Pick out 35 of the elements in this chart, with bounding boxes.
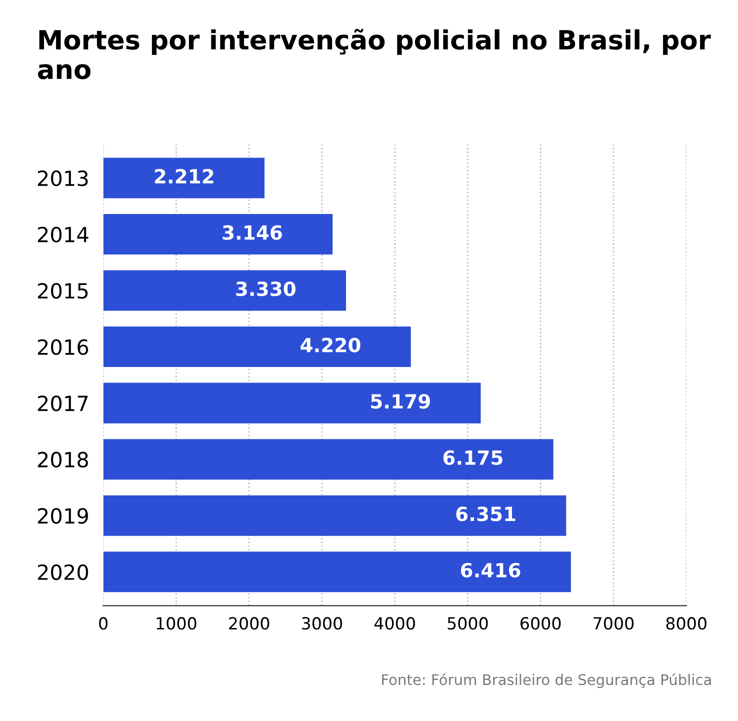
chart-title: Mortes por intervenção policial no Brasil, por ano <box>38 28 711 80</box>
x-tick-label: 8000 <box>666 617 706 630</box>
data-label: 4.220 <box>300 338 360 352</box>
bar <box>103 270 346 311</box>
y-tick-label: 2020 <box>38 564 88 580</box>
y-tick-label: 2013 <box>38 170 88 186</box>
bar <box>103 214 333 254</box>
y-tick-label: 2014 <box>38 226 88 242</box>
x-tick-label: 2000 <box>229 617 270 630</box>
y-tick-label: 2019 <box>38 508 88 524</box>
y-tick-label: 2016 <box>38 339 88 355</box>
data-label: 6.351 <box>456 506 516 522</box>
data-label: 6.175 <box>443 450 502 465</box>
x-tick-label: 0 <box>99 617 108 630</box>
data-label: 5.179 <box>371 394 430 409</box>
x-tick-label: 4000 <box>374 617 415 630</box>
bar <box>103 495 566 536</box>
x-tick-label: 6000 <box>520 617 561 630</box>
data-label: 3.330 <box>236 281 296 296</box>
bar <box>103 382 481 424</box>
data-label: 2.212 <box>154 168 214 184</box>
bar <box>103 158 265 198</box>
source-note: Fonte: Fórum Brasileiro de Segurança Pública <box>382 673 711 688</box>
y-tick-label: 2018 <box>38 452 88 468</box>
data-label: 6.416 <box>460 562 520 578</box>
bar <box>103 326 411 368</box>
bar <box>103 552 571 592</box>
x-tick-label: 3000 <box>302 617 342 630</box>
data-label: 3.146 <box>222 225 282 240</box>
x-tick-label: 7000 <box>594 617 634 630</box>
bar <box>103 439 554 480</box>
y-tick-label: 2017 <box>38 396 88 412</box>
x-tick-label: 5000 <box>448 617 488 630</box>
x-tick-label: 1000 <box>156 617 196 630</box>
y-tick-label: 2015 <box>38 282 88 299</box>
